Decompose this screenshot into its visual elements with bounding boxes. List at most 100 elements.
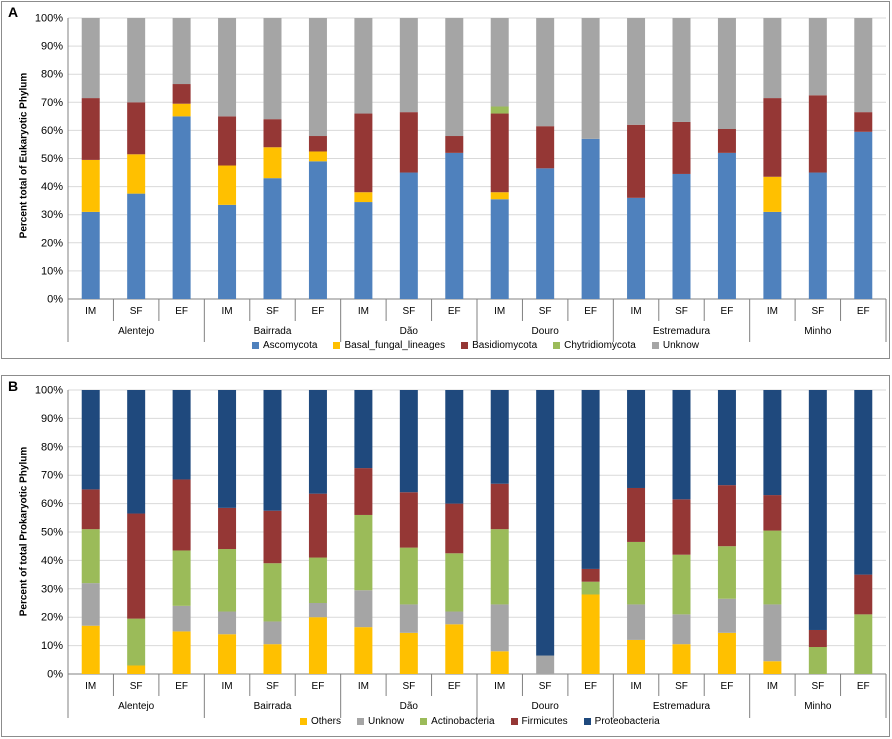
x-tick-label: IM — [767, 681, 778, 692]
chart-b: 0% 10% 20% 30% 40% 50% 60% 70% 80% 90% 100% IM SF EF I… — [35, 385, 887, 718]
y-tick-label: 90% — [41, 41, 63, 53]
legend-label: Ascomycota — [263, 340, 318, 351]
legend-label: Unknow — [368, 716, 405, 727]
bar-segment-others — [308, 617, 327, 674]
x-tick-label: EF — [857, 681, 870, 692]
bar-segment-unknow — [445, 18, 464, 137]
bar-segment-basidiomycota — [672, 121, 691, 174]
bar-segment-actinobacteria — [581, 581, 600, 595]
x-tick-label: SF — [266, 306, 279, 317]
bar-segment-unknow — [717, 18, 736, 129]
x-tick-label: EF — [312, 306, 325, 317]
bar-segment-others — [399, 632, 418, 674]
legend-item: Proteobacteria — [583, 716, 660, 727]
legend-swatch — [583, 718, 591, 725]
bar-segment-others — [445, 624, 464, 674]
y-tick-label: 30% — [41, 209, 63, 221]
bar-segment-basidiomycota — [399, 112, 418, 173]
legend-swatch — [420, 718, 428, 725]
bar-segment-unknow — [445, 611, 464, 625]
bar-segment-unknow — [399, 18, 418, 113]
bar-segment-basidiomycota — [263, 119, 282, 148]
bar-segment-actinobacteria — [763, 530, 782, 605]
y-tick-label: 60% — [41, 125, 63, 137]
bar-segment-ascomycota — [445, 152, 464, 299]
bar-segment-others — [627, 639, 646, 674]
legend-swatch — [357, 718, 365, 725]
legend-item: Actinobacteria — [420, 716, 495, 727]
bar-segment-actinobacteria — [808, 647, 827, 674]
bar-segment-basal-fungal-lineages — [127, 154, 146, 194]
y-tick-label: 80% — [41, 441, 63, 453]
bar-segment-proteobacteria — [581, 390, 600, 569]
bar-segment-unknow — [127, 18, 146, 103]
bar-segment-basal-fungal-lineages — [81, 159, 100, 212]
bar-segment-ascomycota — [81, 211, 100, 299]
panel-b-label: B — [8, 378, 19, 394]
bar-segment-unknow — [672, 614, 691, 645]
group-label: Bairrada — [254, 326, 292, 337]
bar-segment-basidiomycota — [854, 112, 873, 132]
bar-segment-proteobacteria — [263, 390, 282, 511]
y-tick-label: 50% — [41, 527, 63, 539]
bar-segment-ascomycota — [808, 172, 827, 299]
x-tick-label: IM — [631, 681, 642, 692]
bar-segment-chytridiomycota — [490, 106, 509, 114]
y-tick-label: 10% — [41, 640, 63, 652]
bar-segment-actinobacteria — [854, 614, 873, 674]
bar-segment-firmicutes — [81, 489, 100, 530]
bar-segment-actinobacteria — [308, 557, 327, 603]
bar-segment-unknow — [490, 18, 509, 107]
legend-swatch — [461, 342, 469, 349]
legend-label: Others — [311, 716, 342, 727]
bar-segment-basal-fungal-lineages — [218, 165, 237, 205]
bar-segment-proteobacteria — [763, 390, 782, 496]
bar-segment-ascomycota — [354, 202, 373, 299]
legend-label: Basidiomycota — [472, 340, 538, 351]
bar-segment-unknow — [672, 18, 691, 122]
bar-segment-unknow — [763, 604, 782, 662]
x-tick-label: SF — [402, 681, 415, 692]
chart-a: 0% 10% 20% 30% 40% 50% 60% 70% 80% 90% 100% IM SF EF I… — [35, 13, 887, 342]
x-tick-label: IM — [358, 306, 369, 317]
legend-swatch — [553, 342, 561, 349]
bar-segment-unknow — [536, 18, 555, 127]
bar-segment-basal-fungal-lineages — [263, 147, 282, 179]
x-tick-label: SF — [811, 306, 824, 317]
legend-label: Chytridiomycota — [564, 340, 636, 351]
bar-segment-proteobacteria — [717, 390, 736, 486]
bar-segment-proteobacteria — [672, 390, 691, 500]
bar-segment-others — [490, 651, 509, 674]
bar-segment-others — [717, 632, 736, 674]
x-tick-label: IM — [494, 306, 505, 317]
legend-swatch — [333, 342, 341, 349]
bar-segment-actinobacteria — [627, 541, 646, 605]
bar-segment-unknow — [763, 18, 782, 99]
legend-swatch — [300, 718, 307, 725]
group-label: Estremadura — [653, 326, 711, 337]
x-tick-label: SF — [266, 681, 279, 692]
x-tick-label: SF — [402, 306, 415, 317]
bar-segment-unknow — [354, 18, 373, 114]
bar-segment-basidiomycota — [127, 102, 146, 155]
bar-segment-actinobacteria — [127, 618, 146, 666]
bar-segment-basal-fungal-lineages — [172, 103, 191, 117]
y-tick-label: 70% — [41, 470, 63, 482]
legend-label: Proteobacteria — [594, 716, 660, 727]
bar-segment-firmicutes — [218, 507, 237, 550]
bar-segment-ascomycota — [263, 178, 282, 299]
y-tick-label: 40% — [41, 555, 63, 567]
x-tick-label: SF — [539, 306, 552, 317]
legend-item: Others — [300, 716, 341, 727]
legend-label: Unknow — [662, 340, 699, 351]
x-tick-label: IM — [767, 306, 778, 317]
bar-segment-proteobacteria — [808, 390, 827, 630]
bar-segment-proteobacteria — [172, 390, 191, 480]
group-label: Minho — [804, 701, 832, 712]
bar-segment-others — [672, 644, 691, 674]
bar-segment-basidiomycota — [627, 124, 646, 198]
x-tick-label: EF — [448, 681, 461, 692]
bar-segment-unknow — [808, 18, 827, 96]
bar-segment-unknow — [536, 655, 555, 674]
x-tick-label: SF — [811, 681, 824, 692]
